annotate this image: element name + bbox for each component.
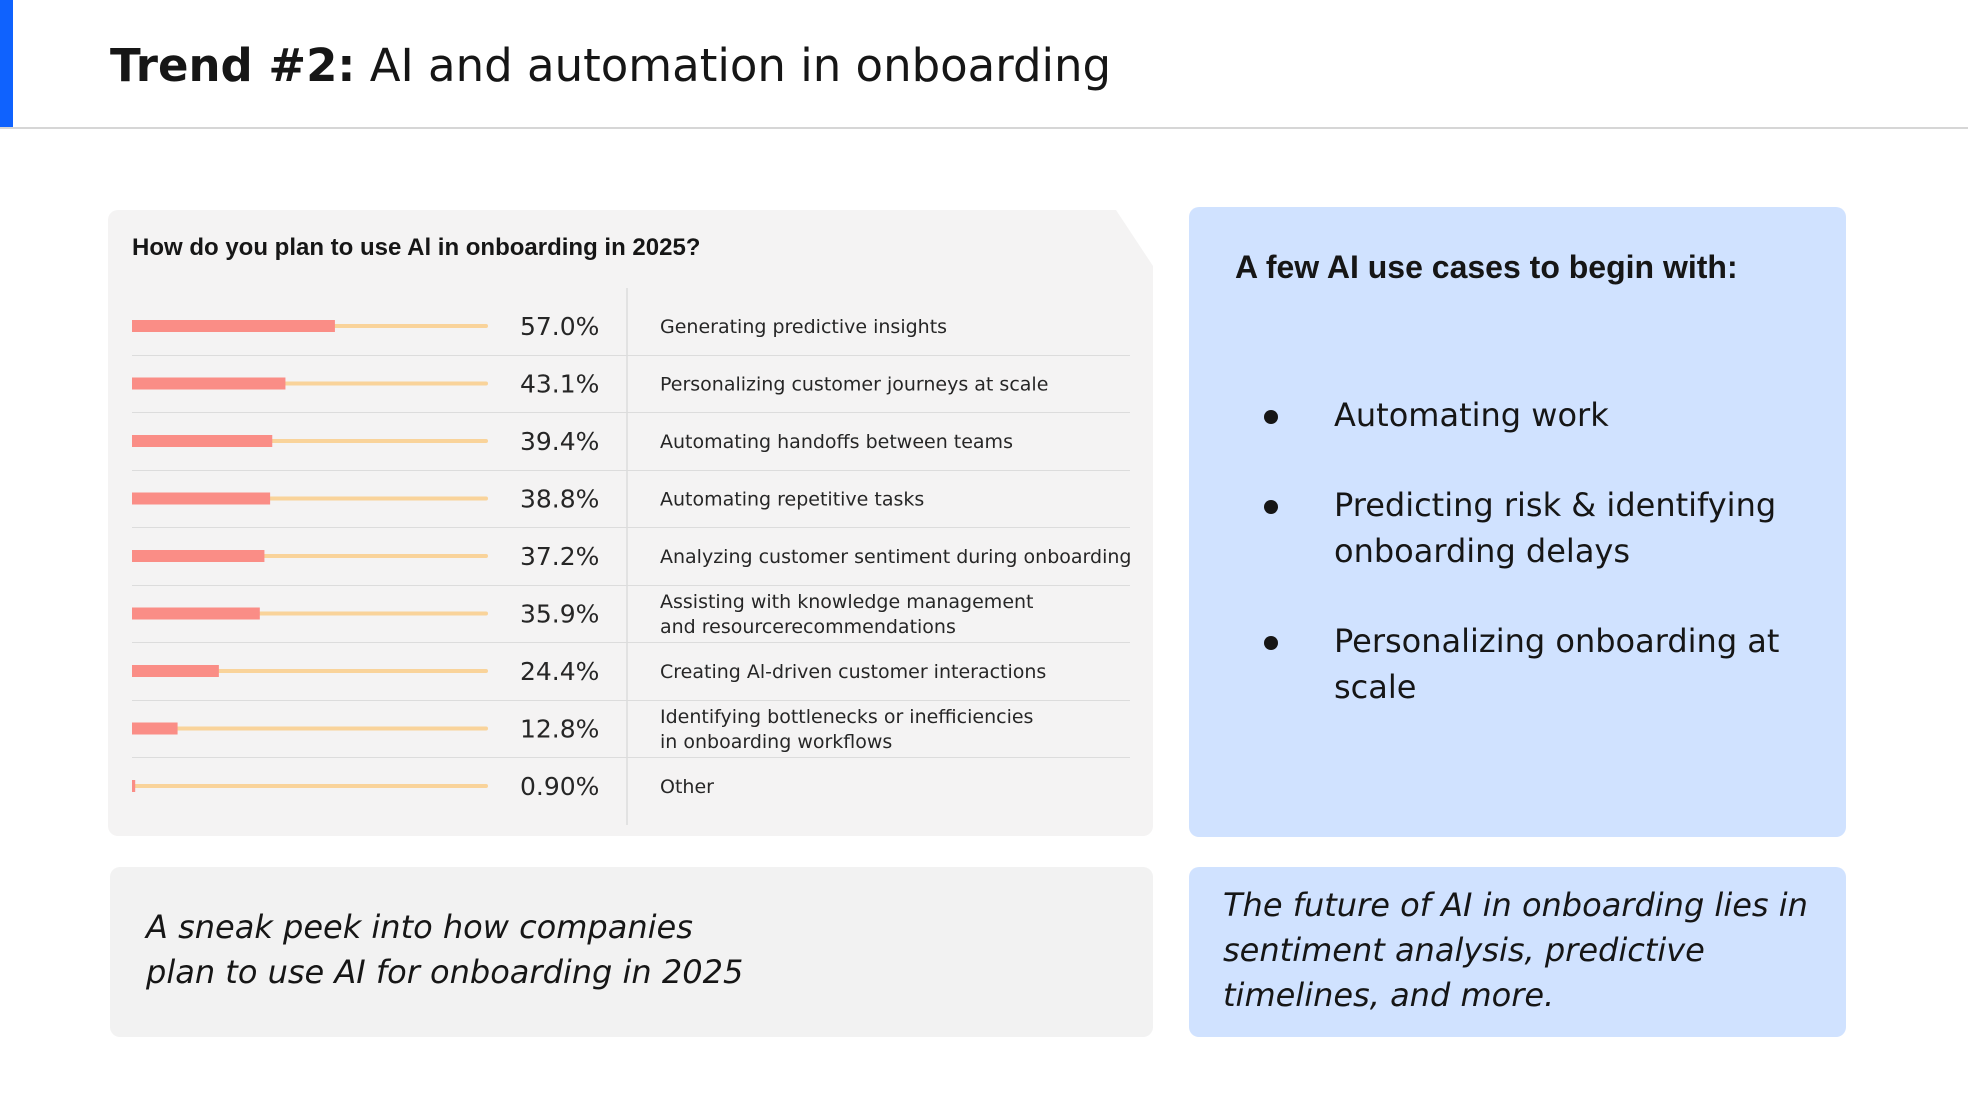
chart-card: 57.0% Generating predictive insights 43.1%… bbox=[108, 210, 1153, 836]
category-label: Automating repetitive tasks bbox=[660, 489, 924, 511]
bar bbox=[132, 377, 286, 390]
bar bbox=[132, 320, 335, 332]
category-label: Personalizing customer journeys at scale bbox=[660, 374, 1048, 396]
bar bbox=[132, 665, 219, 677]
category-label-line: Assisting with knowledge management bbox=[660, 591, 1034, 613]
category-label-line: Automating handoffs between teams bbox=[660, 431, 1013, 453]
category-label: Generating predictive insights bbox=[660, 316, 947, 338]
bar bbox=[132, 607, 260, 620]
bar-track bbox=[132, 669, 488, 673]
future-text: The future of AI in onboarding lies in s… bbox=[1223, 886, 1808, 1014]
category-label-line: Generating predictive insights bbox=[660, 316, 947, 338]
category-label-line: and resourcerecommendations bbox=[660, 616, 956, 638]
category-label-line: Other bbox=[660, 776, 714, 798]
category-label-line: Analyzing customer sentiment during onbo… bbox=[660, 546, 1131, 568]
page-title-rest: AI and automation in onboarding bbox=[355, 39, 1112, 92]
future-card: The future of AI in onboarding lies in s… bbox=[1189, 867, 1846, 1037]
category-label: Other bbox=[660, 776, 714, 798]
bar bbox=[132, 435, 273, 447]
category-label-line: in onboarding workflows bbox=[660, 731, 892, 753]
bullet-icon bbox=[1264, 500, 1278, 514]
category-label: Analyzing customer sentiment during onbo… bbox=[660, 546, 1131, 568]
bar bbox=[132, 722, 178, 735]
page-title-bold: Trend #2: bbox=[110, 39, 356, 92]
category-label-line: Automating repetitive tasks bbox=[660, 489, 924, 511]
bullet-icon bbox=[1264, 636, 1278, 650]
title-divider bbox=[0, 127, 1968, 129]
value-label: 37.2% bbox=[520, 542, 599, 571]
sneak-peek-text: A sneak peek into how companies plan to … bbox=[146, 908, 744, 991]
value-label: 39.4% bbox=[520, 427, 599, 456]
value-label: 0.90% bbox=[520, 772, 599, 801]
bar bbox=[132, 780, 136, 792]
value-label: 35.9% bbox=[520, 600, 599, 629]
use-cases-card: A few AI use cases to begin with: Automa… bbox=[1189, 207, 1846, 837]
value-label: 24.4% bbox=[520, 657, 599, 686]
bar bbox=[132, 492, 271, 505]
chart-title: How do you plan to use Al in onboarding … bbox=[132, 234, 701, 261]
category-label-line: Creating Al-driven customer interactions bbox=[660, 661, 1046, 683]
bar-track bbox=[132, 726, 488, 731]
bar bbox=[132, 550, 265, 562]
category-label-line: Identifying bottlenecks or inefficiencie… bbox=[660, 706, 1033, 728]
use-case-item: Personalizing onboarding at scale bbox=[1189, 618, 1846, 710]
bar-track bbox=[132, 784, 488, 788]
use-case-item: Predicting risk & identifying onboarding… bbox=[1189, 482, 1846, 574]
value-label: 43.1% bbox=[520, 370, 599, 399]
use-case-text: Personalizing onboarding at scale bbox=[1334, 622, 1780, 706]
value-label: 38.8% bbox=[520, 485, 599, 514]
use-cases-title: A few AI use cases to begin with: bbox=[1235, 249, 1738, 285]
use-cases-list: Automating work Predicting risk & identi… bbox=[1189, 392, 1846, 754]
use-case-item: Automating work bbox=[1189, 392, 1846, 438]
category-label: Identifying bottlenecks or inefficiencie… bbox=[660, 706, 1033, 753]
category-label-line: Personalizing customer journeys at scale bbox=[660, 374, 1048, 396]
sneak-peek-card: A sneak peek into how companies plan to … bbox=[110, 867, 1153, 1037]
page-title: Trend #2: AI and automation in onboardin… bbox=[110, 38, 1111, 94]
use-case-text: Automating work bbox=[1334, 396, 1609, 434]
use-case-text: Predicting risk & identifying onboarding… bbox=[1334, 486, 1777, 570]
value-label: 57.0% bbox=[520, 312, 599, 341]
bullet-icon bbox=[1264, 410, 1278, 424]
category-label: Assisting with knowledge management and r… bbox=[660, 591, 1034, 638]
bar-chart: 57.0% Generating predictive insights 43.1%… bbox=[132, 288, 1131, 825]
accent-bar bbox=[0, 0, 13, 128]
category-label: Automating handoffs between teams bbox=[660, 431, 1013, 453]
category-label: Creating Al-driven customer interactions bbox=[660, 661, 1046, 683]
value-label: 12.8% bbox=[520, 715, 599, 744]
